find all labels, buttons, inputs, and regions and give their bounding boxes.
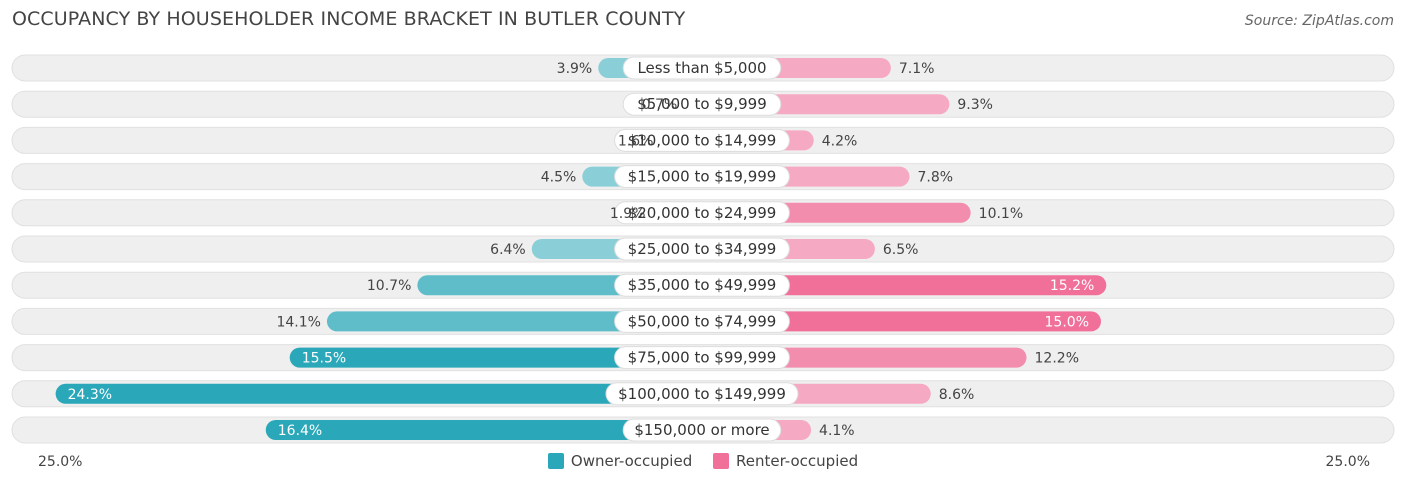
owner-value-label: 0.7% <box>642 97 678 113</box>
legend-owner-label: Owner-occupied <box>570 452 693 470</box>
category-label: $75,000 to $99,999 <box>628 349 777 367</box>
renter-value-label: 7.8% <box>917 170 953 186</box>
chart-svg: Less than $5,000 3.9% 7.1% $5,000 to $9,999… <box>11 54 1395 444</box>
owner-value-label: 15.5% <box>302 351 346 367</box>
renter-value-label: 7.1% <box>899 61 935 77</box>
owner-value-label: 24.3% <box>68 387 112 403</box>
category-label: $150,000 or more <box>634 421 769 439</box>
category-pill <box>622 92 782 116</box>
legend-renter: Renter-occupied <box>713 452 858 470</box>
category-pill <box>614 165 790 189</box>
chart-title: OCCUPANCY BY HOUSEHOLDER INCOME BRACKET … <box>12 8 686 30</box>
owner-value-label: 1.9% <box>610 206 646 222</box>
category-label: $20,000 to $24,999 <box>628 204 777 222</box>
category-pill <box>622 418 782 442</box>
category-label: $100,000 to $149,999 <box>618 385 786 403</box>
legend-owner: Owner-occupied <box>547 452 693 470</box>
owner-bar <box>326 311 702 332</box>
owner-bar <box>55 383 703 404</box>
category-label: $15,000 to $19,999 <box>628 168 777 186</box>
category-label: $5,000 to $9,999 <box>637 95 767 113</box>
renter-bar <box>702 311 1101 332</box>
category-label: Less than $5,000 <box>637 59 766 77</box>
renter-bar <box>702 275 1107 296</box>
renter-value-label: 8.6% <box>939 387 975 403</box>
category-label: $50,000 to $74,999 <box>628 312 777 330</box>
category-label: $25,000 to $34,999 <box>628 240 777 258</box>
axis-right-label: 25.0% <box>1325 454 1370 470</box>
renter-value-label: 15.2% <box>1050 278 1094 294</box>
owner-value-label: 14.1% <box>276 314 320 330</box>
chart-source: Source: ZipAtlas.com <box>1244 13 1394 29</box>
owner-value-label: 16.4% <box>278 423 322 439</box>
legend: Owner-occupied Renter-occupied <box>0 452 1406 473</box>
legend-owner-swatch <box>547 453 564 469</box>
owner-value-label: 10.7% <box>367 278 411 294</box>
owner-bar <box>289 347 702 368</box>
legend-renter-label: Renter-occupied <box>736 452 859 470</box>
category-label: $35,000 to $49,999 <box>628 276 777 294</box>
category-pill <box>622 56 782 80</box>
renter-value-label: 12.2% <box>1035 351 1079 367</box>
owner-value-label: 6.4% <box>490 242 526 258</box>
owner-value-label: 3.9% <box>557 61 593 77</box>
category-pill <box>614 237 790 261</box>
category-pill <box>614 309 790 333</box>
category-pill <box>614 273 790 297</box>
renter-value-label: 4.2% <box>822 133 858 149</box>
category-pill <box>605 382 799 406</box>
owner-value-label: 1.6% <box>618 133 654 149</box>
axis-left-label: 25.0% <box>38 454 83 470</box>
category-label: $10,000 to $14,999 <box>628 131 777 149</box>
owner-bar <box>265 420 702 440</box>
renter-value-label: 4.1% <box>819 423 855 439</box>
renter-value-label: 10.1% <box>979 206 1023 222</box>
category-pill <box>614 128 790 152</box>
legend-renter-swatch <box>713 453 729 469</box>
renter-value-label: 15.0% <box>1045 314 1089 330</box>
category-pill <box>614 346 790 370</box>
renter-value-label: 6.5% <box>883 242 919 258</box>
renter-value-label: 9.3% <box>957 97 993 113</box>
category-pill <box>614 201 790 225</box>
owner-value-label: 4.5% <box>541 170 577 186</box>
